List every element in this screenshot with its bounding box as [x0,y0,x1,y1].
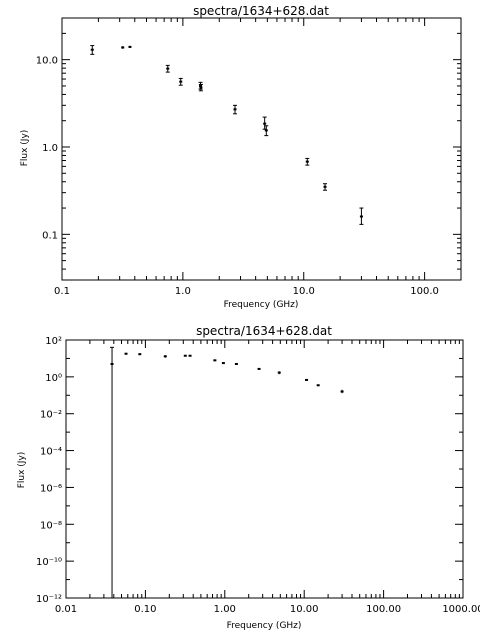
chart2-frame [65,339,464,599]
chart2-x-tick-label: 1000.00 [442,604,480,615]
chart1-y-axis-label: Flux (Jy) [20,130,30,167]
chart1-data-point [323,185,327,188]
chart1-x-tick-label: 0.1 [54,286,70,297]
chart1-y-tick-label: 0.1 [42,230,58,241]
chart1-x-tick-label: 100.0 [410,286,439,297]
chart2-data-point [316,384,320,387]
chart2-y-tick-label: 10⁻⁴ [40,447,62,458]
chart2-data-point [213,359,217,362]
chart2-data-point [183,354,187,357]
chart2-data-point [234,362,238,365]
chart1-y-tick-label: 10.0 [36,56,58,67]
chart2-data-point [305,378,309,381]
chart1-y-tick-label: 1.0 [42,143,58,154]
chart1-data-point [199,86,203,89]
chart2-y-tick-label: 10⁻⁸ [40,520,62,531]
chart1-data-point [166,67,170,70]
chart2-y-tick-label: 10⁻¹⁰ [36,557,62,568]
chart2-title: spectra/1634+628.dat [196,324,332,338]
chart1-frame [61,17,462,281]
chart1-data-point [233,108,237,111]
chart2-data-point [110,362,114,365]
chart2-y-tick-label: 10⁻¹² [36,594,62,605]
chart2-data-point [124,352,128,355]
chart2-x-tick-label: 1.00 [214,604,236,615]
chart1-data-point [179,80,183,83]
chart2-y-tick-label: 10⁰ [45,373,62,384]
chart1-title: spectra/1634+628.dat [193,4,329,18]
chart2-x-axis-label: Frequency (GHz) [227,621,302,631]
chart2-y-tick-label: 10⁻⁶ [40,483,62,494]
chart2-plot: 0.01 0.10 1.00 10.00 100.00 1000.00 10⁻¹² 10⁻¹⁰… [36,336,480,615]
chart2-data-point [138,353,142,356]
chart2-x-tick-label: 10.00 [290,604,319,615]
chart2-y-tick-label: 10² [45,336,62,347]
chart2-x-tick-label: 0.10 [134,604,156,615]
chart2-data-point [257,367,261,370]
chart1-data-point [264,129,268,132]
chart2-data-point [221,362,225,365]
chart1-data-point [305,160,309,163]
chart1-data-point [90,48,94,51]
chart2-x-tick-label: 100.00 [366,604,401,615]
chart2-y-tick-label: 10⁻² [40,410,62,421]
chart1-data-point [263,122,267,125]
chart1-x-tick-label: 1.0 [175,286,191,297]
chart1-x-tick-label: 10.0 [293,286,315,297]
chart2-data-point [277,371,281,374]
chart2-data-point [188,354,192,357]
chart1-plot: 0.1 1.0 10.0 100.0 0.1 1.0 10.0 [36,17,462,297]
chart2-data-point [340,390,344,393]
chart2-x-tick-label: 0.01 [55,604,77,615]
chart1-data-point [121,46,125,49]
chart2-data-point [163,355,167,358]
chart1-data-point [359,215,363,218]
chart1-data-point [128,45,132,48]
chart1-x-axis-label: Frequency (GHz) [224,300,299,310]
chart2-y-axis-label: Flux (Jy) [17,452,27,489]
